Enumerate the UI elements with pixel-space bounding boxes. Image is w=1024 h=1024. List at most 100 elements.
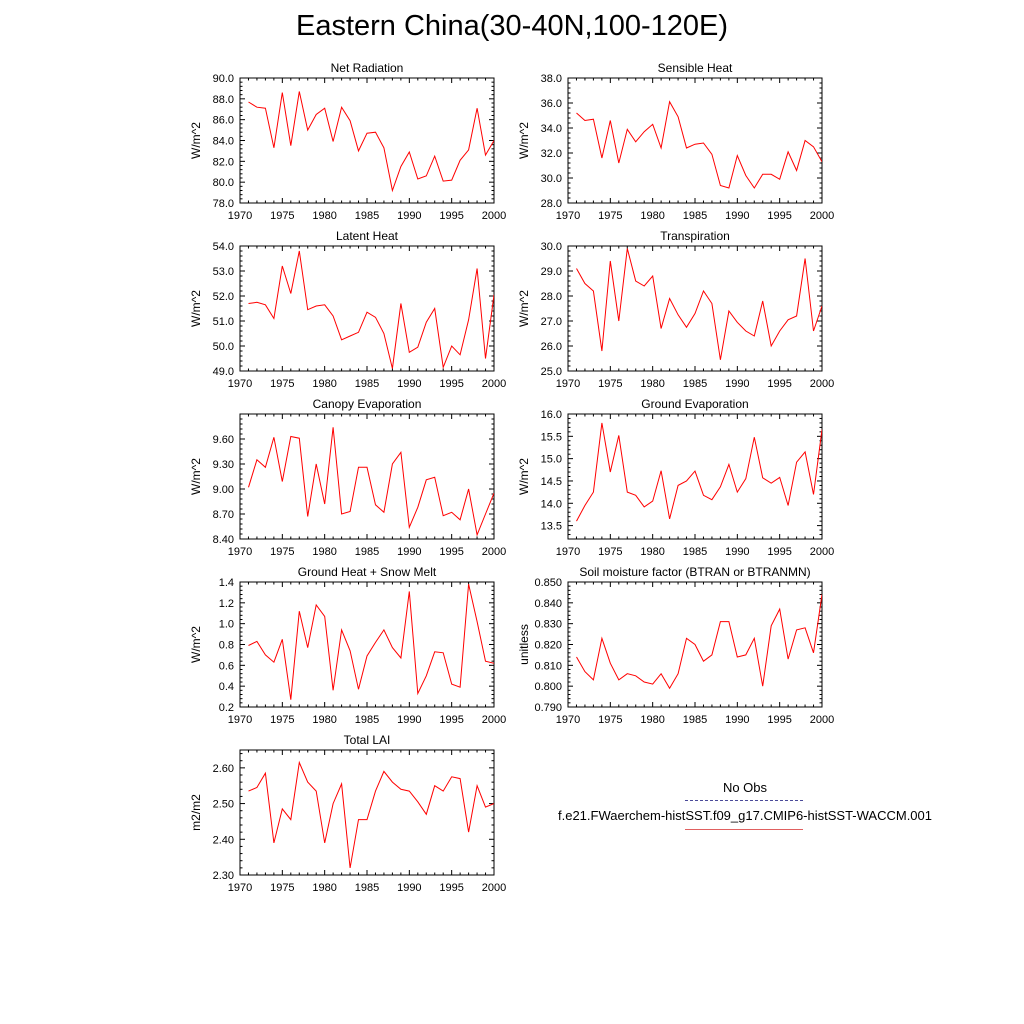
x-tick-label: 1985 [683, 546, 707, 558]
plot-frame [239, 413, 495, 540]
series-line [576, 594, 822, 690]
y-tick-label: 8.40 [213, 534, 234, 546]
x-tick-label: 1990 [397, 378, 421, 390]
panel-title: Total LAI [344, 733, 391, 747]
x-tick-label: 1975 [270, 714, 294, 726]
panel-3: 1970 1975 1980 1985 1990 1995 2000 49.0 50.0 51.0… [189, 229, 506, 390]
y-tick-label: 2.50 [213, 799, 234, 811]
y-tick-label: 9.60 [213, 434, 234, 446]
x-tick-label: 1980 [640, 210, 664, 222]
x-tick-label: 1990 [725, 546, 749, 558]
x-tick-label: 1975 [598, 546, 622, 558]
y-tick-label: 54.0 [213, 241, 234, 253]
x-tick-label: 1995 [439, 210, 463, 222]
y-tick-label: 88.0 [213, 94, 234, 106]
x-tick-label: 2000 [810, 546, 834, 558]
x-tick-label: 1990 [725, 714, 749, 726]
y-tick-label: 2.60 [213, 763, 234, 775]
y-tick-label: 0.850 [534, 577, 562, 589]
y-tick-label: 30.0 [541, 173, 562, 185]
x-tick-label: 1995 [439, 882, 463, 894]
panel-title: Sensible Heat [658, 61, 733, 75]
y-tick-label: 1.0 [219, 619, 234, 631]
y-tick-label: 52.0 [213, 291, 234, 303]
y-tick-label: 2.30 [213, 870, 234, 882]
x-tick-label: 1985 [683, 714, 707, 726]
y-tick-label: 49.0 [213, 366, 234, 378]
y-tick-label: 15.0 [541, 454, 562, 466]
x-tick-label: 1975 [270, 210, 294, 222]
x-tick-label: 1985 [355, 210, 379, 222]
x-tick-label: 1970 [556, 210, 580, 222]
y-axis-label: W/m^2 [189, 458, 203, 495]
plot-frame [239, 77, 495, 204]
y-tick-label: 28.0 [541, 291, 562, 303]
series-line [248, 250, 494, 370]
y-tick-label: 0.800 [534, 681, 562, 693]
x-tick-label: 2000 [810, 378, 834, 390]
y-tick-label: 0.8 [219, 640, 234, 652]
x-tick-label: 2000 [810, 210, 834, 222]
y-axis-label: W/m^2 [517, 122, 531, 159]
y-tick-label: 0.810 [534, 660, 562, 672]
legend-obs-label: No Obs [722, 780, 768, 795]
y-tick-label: 86.0 [213, 115, 234, 127]
x-tick-label: 1980 [312, 714, 336, 726]
series-line [576, 422, 822, 522]
page-title: Eastern China(30-40N,100-120E) [295, 10, 729, 42]
y-tick-label: 50.0 [213, 341, 234, 353]
x-tick-label: 1975 [598, 210, 622, 222]
y-tick-label: 8.70 [213, 509, 234, 521]
x-tick-label: 1990 [397, 882, 421, 894]
y-tick-label: 27.0 [541, 316, 562, 328]
panel-2: 1970 1975 1980 1985 1990 1995 2000 28.0 30.0 32.0… [517, 61, 834, 222]
y-axis-label: W/m^2 [189, 122, 203, 159]
series-line [576, 248, 822, 360]
x-tick-label: 1975 [270, 882, 294, 894]
x-tick-label: 1970 [228, 882, 252, 894]
y-tick-label: 9.00 [213, 484, 234, 496]
y-tick-label: 78.0 [213, 198, 234, 210]
x-tick-label: 1990 [397, 546, 421, 558]
y-tick-label: 25.0 [541, 366, 562, 378]
x-tick-label: 2000 [810, 714, 834, 726]
y-tick-label: 14.0 [541, 498, 562, 510]
panel-title: Ground Evaporation [641, 397, 748, 411]
x-tick-label: 1990 [725, 378, 749, 390]
x-tick-label: 1970 [556, 714, 580, 726]
x-tick-label: 1995 [439, 714, 463, 726]
y-tick-label: 1.4 [219, 577, 234, 589]
y-axis-label: W/m^2 [517, 458, 531, 495]
y-tick-label: 15.5 [541, 431, 562, 443]
x-tick-label: 1970 [228, 378, 252, 390]
y-tick-label: 51.0 [213, 316, 234, 328]
panel-5: 1970 1975 1980 1985 1990 1995 2000 8.40 8.70 9.00… [189, 397, 506, 558]
y-tick-label: 34.0 [541, 123, 562, 135]
y-axis-label: W/m^2 [189, 626, 203, 663]
panel-4: 1970 1975 1980 1985 1990 1995 2000 25.0 26.0 27.0… [517, 229, 834, 390]
x-tick-label: 1980 [640, 378, 664, 390]
plot-frame [567, 413, 823, 540]
x-tick-label: 1980 [312, 210, 336, 222]
x-tick-label: 1980 [312, 378, 336, 390]
x-tick-label: 1990 [397, 210, 421, 222]
x-tick-label: 1995 [439, 378, 463, 390]
y-axis-label: W/m^2 [189, 290, 203, 327]
y-axis-label: unitless [517, 624, 531, 665]
y-tick-label: 90.0 [213, 73, 234, 85]
y-tick-label: 29.0 [541, 266, 562, 278]
x-tick-label: 1995 [767, 546, 791, 558]
x-tick-label: 1985 [355, 378, 379, 390]
x-tick-label: 1975 [270, 378, 294, 390]
legend-obs-line [685, 800, 803, 801]
x-tick-label: 2000 [482, 714, 506, 726]
x-tick-label: 1980 [640, 546, 664, 558]
panel-title: Transpiration [660, 229, 730, 243]
series-line [248, 760, 494, 868]
y-tick-label: 0.790 [534, 702, 562, 714]
y-tick-label: 30.0 [541, 241, 562, 253]
x-tick-label: 1980 [640, 714, 664, 726]
x-tick-label: 1990 [397, 714, 421, 726]
x-tick-label: 2000 [482, 210, 506, 222]
